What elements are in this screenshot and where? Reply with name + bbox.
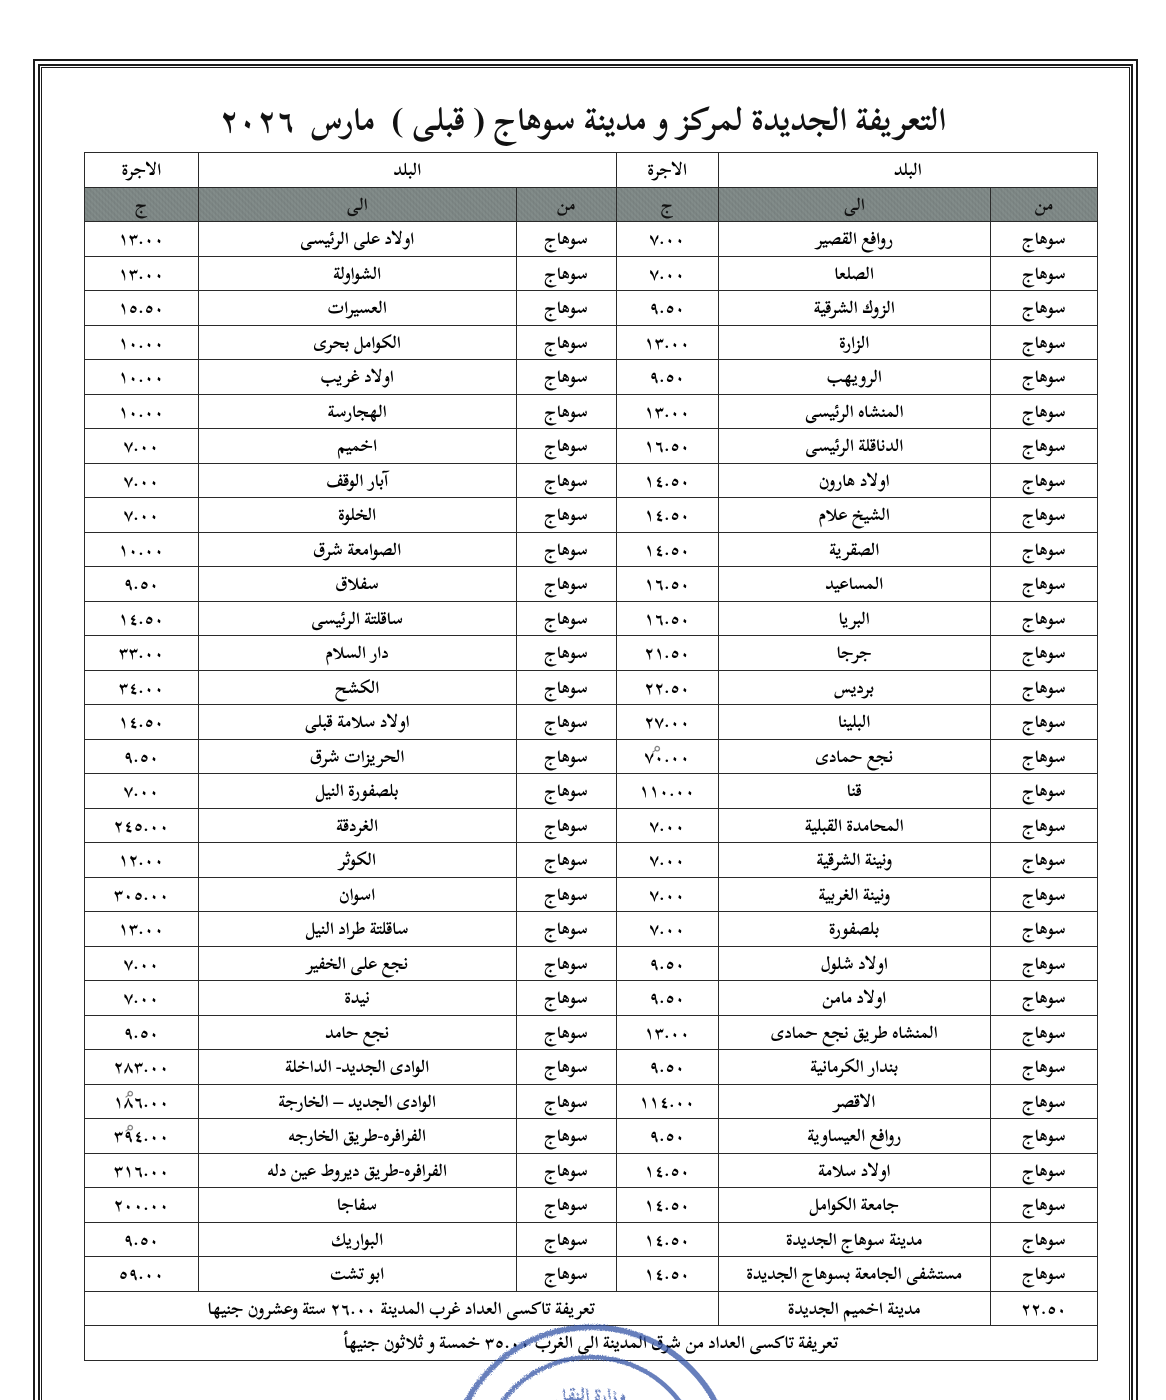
svg-text:وزارة النقل: وزارة النقل (556, 1376, 626, 1400)
